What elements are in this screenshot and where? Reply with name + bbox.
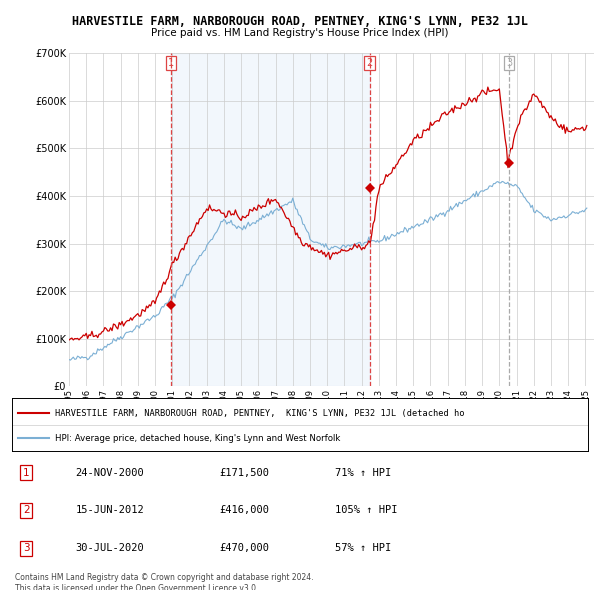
Text: Price paid vs. HM Land Registry's House Price Index (HPI): Price paid vs. HM Land Registry's House …: [151, 28, 449, 38]
Text: £470,000: £470,000: [220, 543, 269, 553]
Text: £171,500: £171,500: [220, 468, 269, 477]
Text: 1: 1: [23, 468, 30, 477]
Text: 3: 3: [506, 58, 512, 68]
Text: 57% ↑ HPI: 57% ↑ HPI: [335, 543, 391, 553]
Text: HARVESTILE FARM, NARBOROUGH ROAD, PENTNEY, KING'S LYNN, PE32 1JL: HARVESTILE FARM, NARBOROUGH ROAD, PENTNE…: [72, 15, 528, 28]
Text: 71% ↑ HPI: 71% ↑ HPI: [335, 468, 391, 477]
Text: 2: 2: [367, 58, 373, 68]
Text: HPI: Average price, detached house, King's Lynn and West Norfolk: HPI: Average price, detached house, King…: [55, 434, 341, 442]
Text: 15-JUN-2012: 15-JUN-2012: [76, 506, 144, 515]
Text: 1: 1: [168, 58, 174, 68]
Text: HARVESTILE FARM, NARBOROUGH ROAD, PENTNEY,  KING'S LYNN, PE32 1JL (detached ho: HARVESTILE FARM, NARBOROUGH ROAD, PENTNE…: [55, 409, 465, 418]
Text: 24-NOV-2000: 24-NOV-2000: [76, 468, 144, 477]
Text: 30-JUL-2020: 30-JUL-2020: [76, 543, 144, 553]
Text: Contains HM Land Registry data © Crown copyright and database right 2024.
This d: Contains HM Land Registry data © Crown c…: [15, 573, 314, 590]
Bar: [171, 53, 370, 386]
Text: £416,000: £416,000: [220, 506, 269, 515]
Text: 2: 2: [23, 506, 30, 515]
Text: 3: 3: [23, 543, 30, 553]
Text: 105% ↑ HPI: 105% ↑ HPI: [335, 506, 397, 515]
